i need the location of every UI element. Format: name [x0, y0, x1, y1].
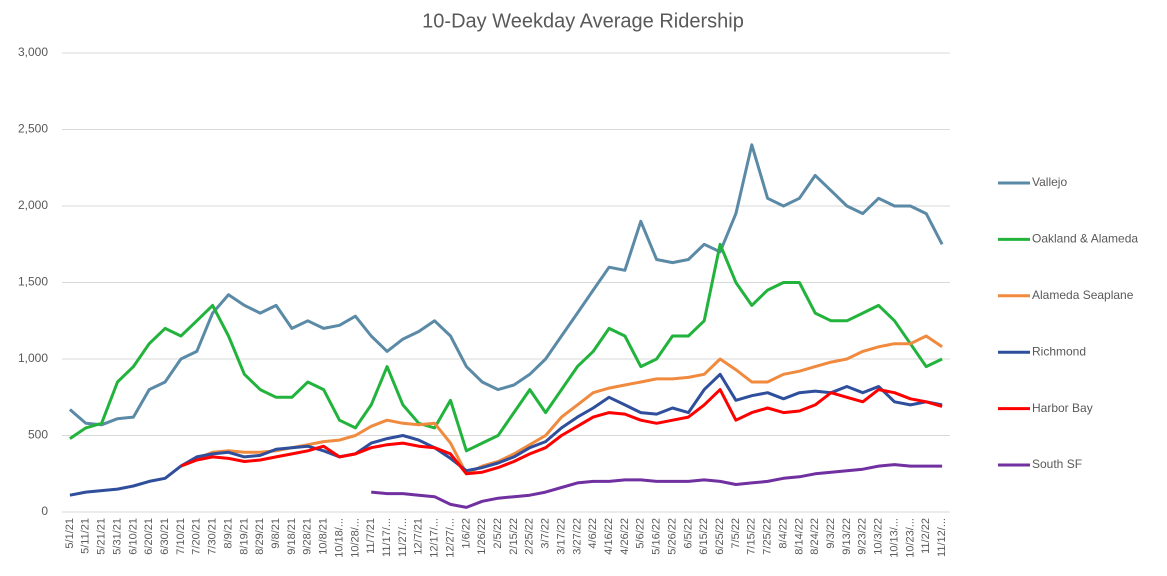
x-tick-label: 5/16/22 [651, 518, 663, 555]
x-tick-label: 11/27/... [397, 518, 409, 557]
y-tick-label: 2,000 [18, 198, 48, 212]
x-tick-label: 9/8/21 [270, 518, 282, 549]
x-tick-label: 9/3/22 [825, 518, 837, 549]
x-tick-label: 9/23/22 [857, 518, 869, 555]
x-tick-label: 11/7/21 [365, 518, 377, 554]
x-tick-label: 1/6/22 [460, 518, 472, 549]
x-tick-label: 5/31/21 [111, 518, 123, 555]
x-tick-label: 5/6/22 [635, 518, 647, 549]
legend-label: Oakland & Alameda [1032, 232, 1138, 246]
x-tick-label: 6/15/22 [698, 518, 710, 555]
y-tick-label: 1,000 [18, 351, 48, 365]
x-tick-label: 10/3/22 [873, 518, 885, 555]
x-tick-label: 8/9/21 [222, 518, 234, 549]
legend-label: Harbor Bay [1032, 401, 1093, 415]
x-tick-label: 10/18/... [333, 518, 345, 558]
x-tick-label: 11/12/... [936, 518, 948, 557]
x-tick-label: 6/30/21 [159, 518, 171, 555]
series-line [180, 388, 943, 476]
x-tick-label: 4/6/22 [587, 518, 599, 549]
series-line [371, 463, 943, 509]
legend-label: Richmond [1032, 344, 1086, 358]
x-tick-label: 6/5/22 [682, 518, 694, 549]
x-tick-label: 9/18/21 [286, 518, 298, 555]
x-tick-label: 3/17/22 [555, 518, 567, 555]
x-tick-label: 7/15/22 [746, 518, 758, 555]
x-tick-label: 8/24/22 [809, 518, 821, 555]
x-tick-label: 11/17/... [381, 518, 393, 557]
legend-label: South SF [1032, 457, 1082, 471]
series-line [68, 143, 944, 427]
y-tick-label: 1,500 [18, 275, 48, 289]
x-tick-label: 4/16/22 [603, 518, 615, 555]
x-tick-label: 3/7/22 [540, 518, 552, 549]
x-tick-label: 9/13/22 [841, 518, 853, 555]
x-tick-label: 8/19/21 [238, 518, 250, 555]
x-tick-label: 5/11/21 [80, 518, 92, 554]
x-tick-label: 12/27/... [444, 518, 456, 558]
x-tick-label: 1/26/22 [476, 518, 488, 555]
x-tick-label: 7/5/22 [730, 518, 742, 549]
x-tick-label: 2/15/22 [508, 518, 520, 555]
x-tick-label: 10/13/... [888, 518, 900, 558]
y-tick-label: 0 [41, 504, 48, 518]
x-tick-label: 11/2/22 [920, 518, 932, 554]
x-tick-label: 5/26/22 [666, 518, 678, 555]
x-tick-label: 5/21/21 [96, 518, 108, 555]
x-tick-label: 2/5/22 [492, 518, 504, 549]
x-tick-label: 4/26/22 [619, 518, 631, 555]
x-tick-label: 3/27/22 [571, 518, 583, 555]
x-tick-label: 6/10/21 [127, 518, 139, 555]
y-tick-label: 500 [28, 428, 48, 442]
y-tick-label: 2,500 [18, 122, 48, 136]
x-tick-label: 8/4/22 [777, 518, 789, 549]
x-tick-label: 7/10/21 [175, 518, 187, 555]
x-tick-label: 6/25/22 [714, 518, 726, 555]
x-tick-label: 7/25/22 [762, 518, 774, 555]
x-tick-label: 9/28/21 [302, 518, 314, 555]
x-tick-label: 8/29/21 [254, 518, 266, 555]
legend-label: Vallejo [1032, 175, 1067, 189]
x-tick-label: 10/8/21 [318, 518, 330, 555]
x-tick-label: 6/20/21 [143, 518, 155, 555]
x-tick-label: 7/20/21 [191, 518, 203, 555]
x-tick-label: 12/7/21 [413, 518, 425, 555]
x-tick-label: 12/17/... [429, 518, 441, 558]
x-tick-label: 5/1/21 [64, 518, 76, 549]
x-tick-label: 2/25/22 [524, 518, 536, 555]
series-line [69, 372, 943, 497]
x-tick-label: 10/28/... [349, 518, 361, 558]
x-tick-label: 10/23/... [904, 518, 916, 558]
x-tick-label: 8/14/22 [793, 518, 805, 555]
y-tick-label: 3,000 [18, 45, 48, 59]
chart-title: 10-Day Weekday Average Ridership [422, 10, 744, 32]
x-tick-label: 7/30/21 [207, 518, 219, 555]
series-line [69, 242, 943, 453]
legend-label: Alameda Seaplane [1032, 288, 1134, 302]
